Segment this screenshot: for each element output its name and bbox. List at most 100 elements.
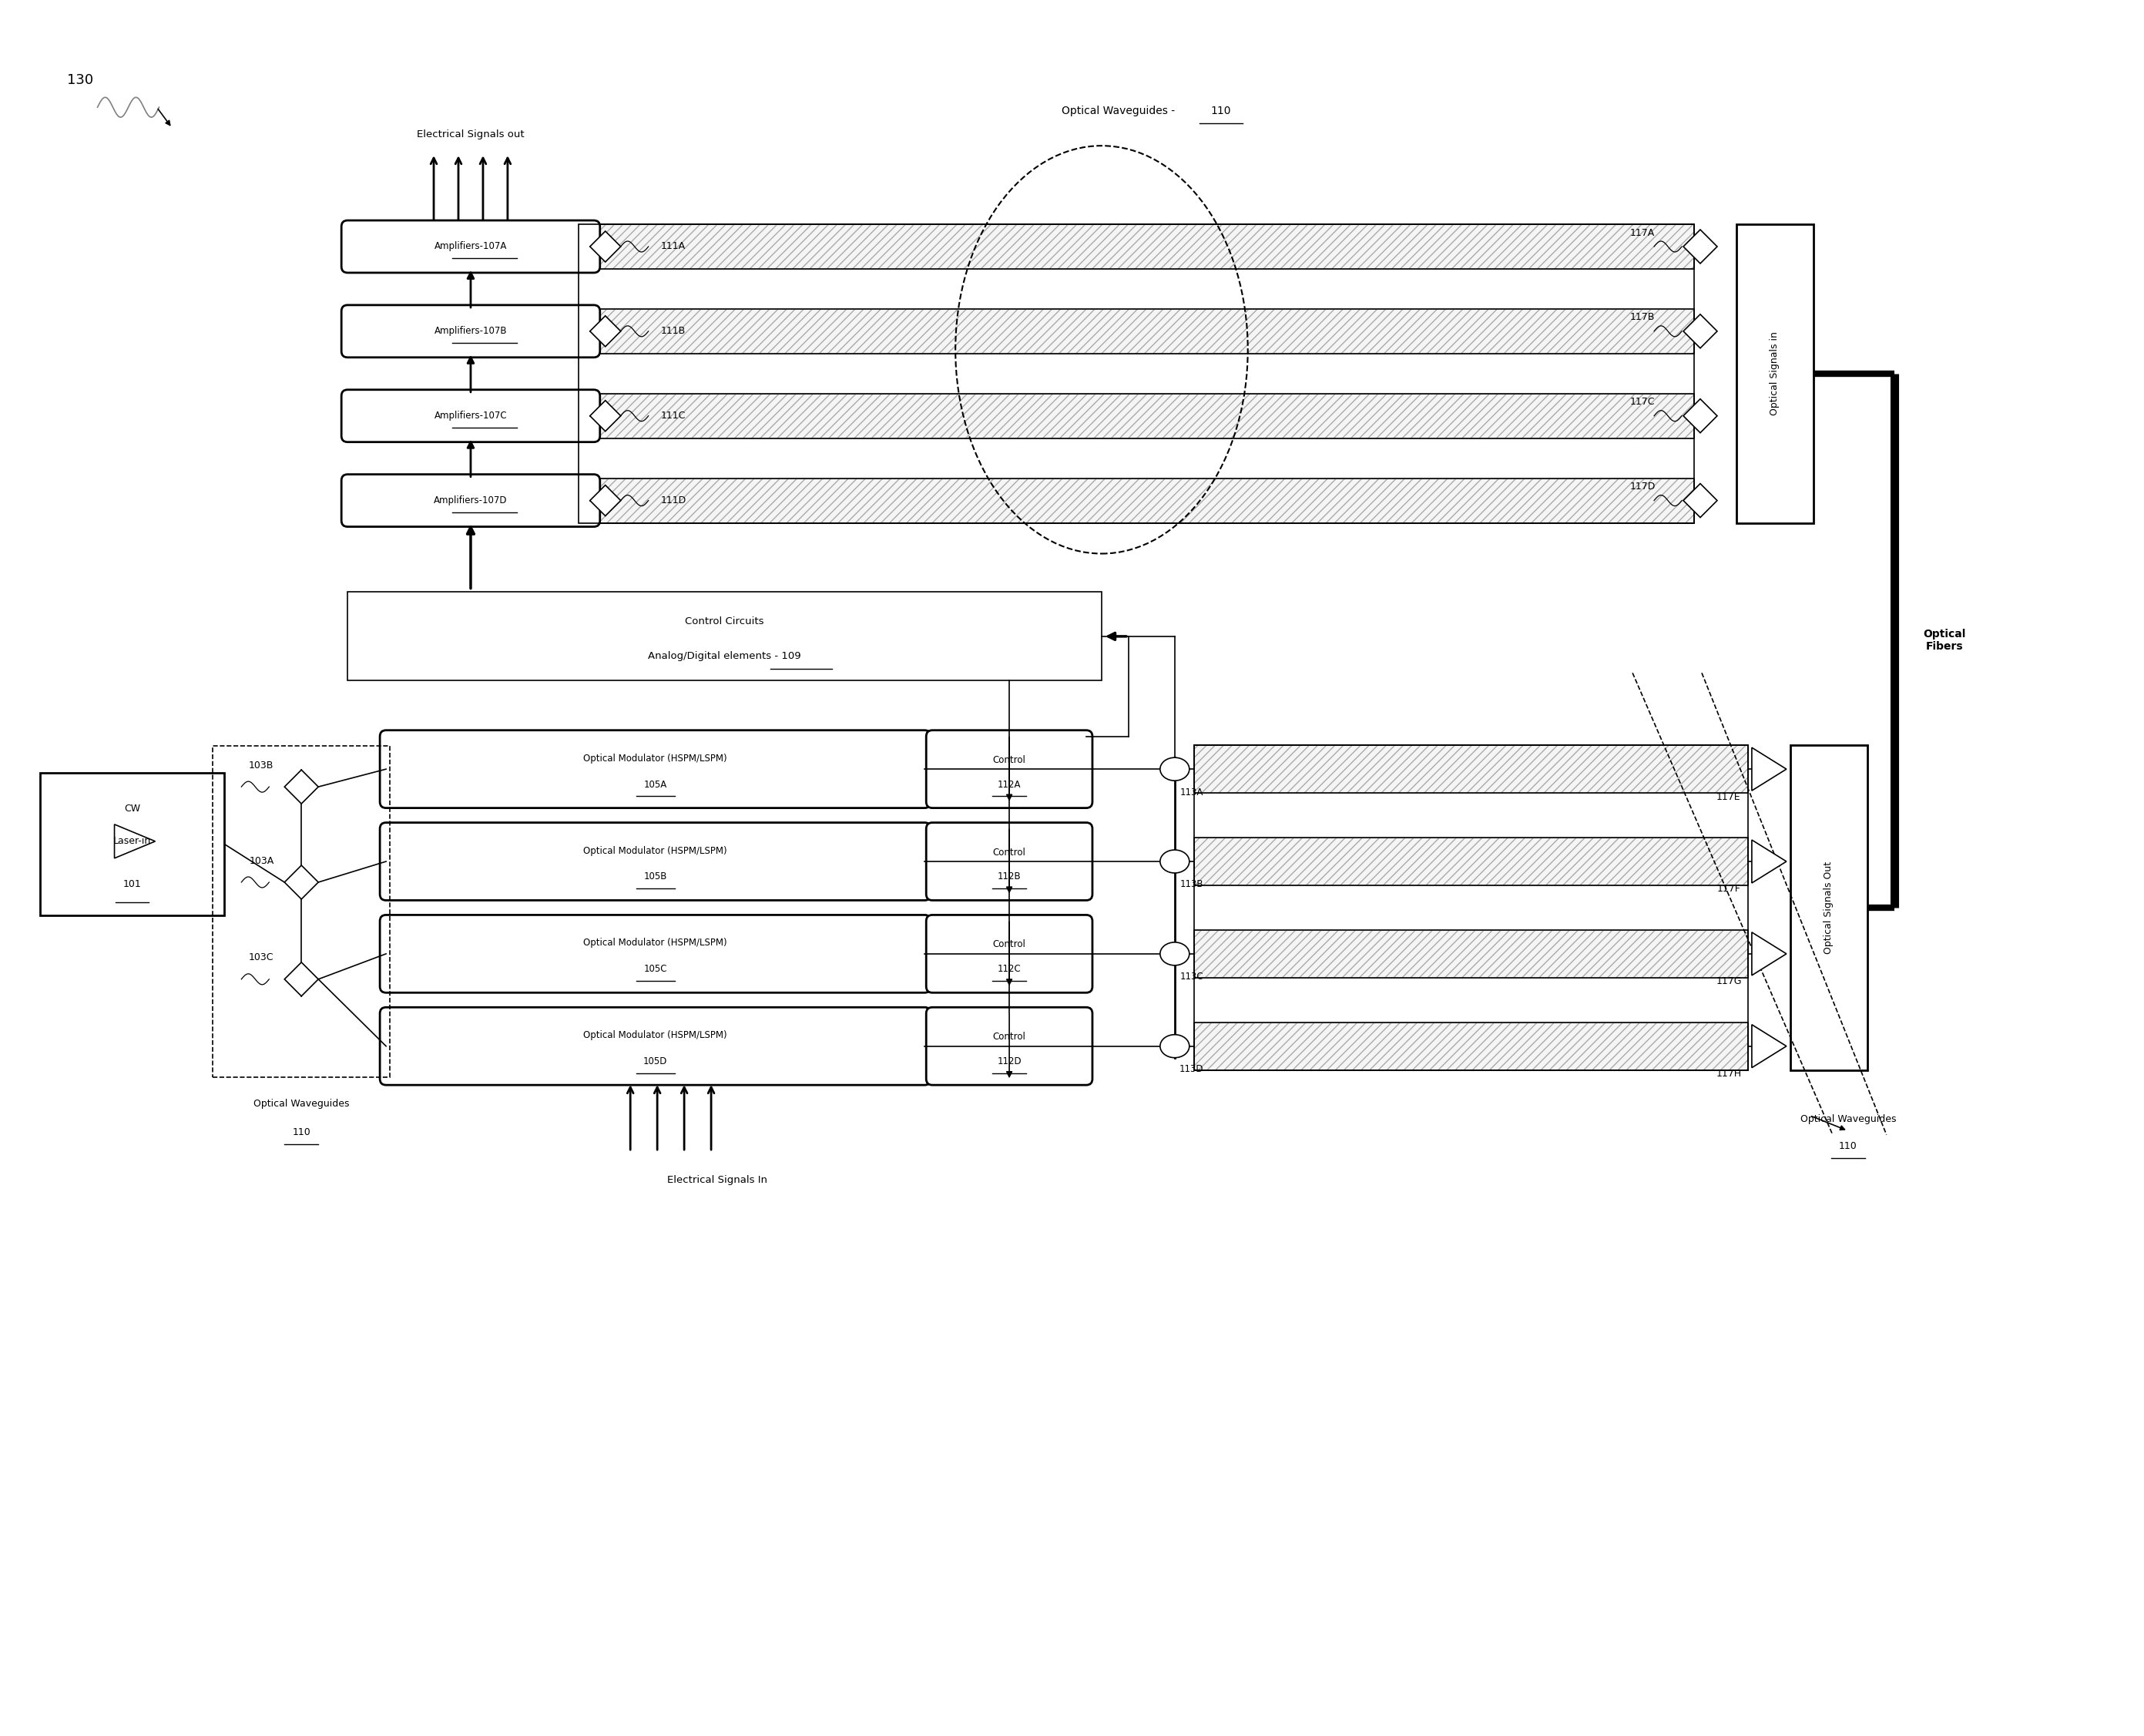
- FancyBboxPatch shape: [926, 1007, 1093, 1085]
- Text: 103C: 103C: [249, 953, 274, 963]
- Polygon shape: [285, 962, 317, 996]
- Bar: [579, 394, 1694, 437]
- Polygon shape: [590, 316, 622, 347]
- Text: Control: Control: [993, 939, 1025, 950]
- FancyBboxPatch shape: [926, 823, 1093, 901]
- FancyBboxPatch shape: [926, 731, 1093, 807]
- Polygon shape: [1683, 399, 1717, 432]
- FancyBboxPatch shape: [926, 915, 1093, 993]
- Text: 111B: 111B: [660, 326, 686, 337]
- Bar: [579, 394, 1694, 437]
- Bar: [1194, 930, 1747, 977]
- Text: Amplifiers-107C: Amplifiers-107C: [435, 411, 508, 420]
- Text: 110: 110: [292, 1127, 311, 1137]
- Bar: [1194, 930, 1747, 977]
- Text: Control Circuits: Control Circuits: [686, 616, 763, 627]
- Text: Optical
Fibers: Optical Fibers: [1923, 628, 1966, 653]
- Bar: [347, 592, 1102, 681]
- Text: 112A: 112A: [997, 779, 1021, 790]
- Polygon shape: [590, 231, 622, 262]
- Polygon shape: [590, 401, 622, 431]
- Text: 111D: 111D: [660, 495, 686, 505]
- Text: Control: Control: [993, 755, 1025, 766]
- Polygon shape: [1752, 840, 1786, 884]
- Bar: [1194, 745, 1747, 793]
- Text: 105B: 105B: [643, 871, 667, 882]
- Polygon shape: [1683, 314, 1717, 349]
- Bar: [1737, 224, 1814, 523]
- FancyBboxPatch shape: [341, 474, 600, 526]
- Text: 112C: 112C: [997, 963, 1021, 974]
- Text: 117F: 117F: [1717, 884, 1741, 894]
- Ellipse shape: [1160, 943, 1190, 965]
- Polygon shape: [285, 865, 317, 899]
- Text: 111C: 111C: [660, 411, 686, 420]
- Polygon shape: [285, 769, 317, 804]
- Text: 117D: 117D: [1629, 481, 1655, 491]
- Text: 105A: 105A: [643, 779, 667, 790]
- Text: 101: 101: [122, 878, 142, 889]
- Text: 117B: 117B: [1629, 312, 1655, 323]
- Text: 110: 110: [1211, 106, 1231, 116]
- Text: 117G: 117G: [1715, 977, 1741, 986]
- Polygon shape: [1683, 229, 1717, 264]
- Bar: [579, 477, 1694, 523]
- Bar: [1194, 745, 1747, 793]
- FancyBboxPatch shape: [379, 1007, 930, 1085]
- FancyBboxPatch shape: [341, 306, 600, 358]
- Text: Amplifiers-107D: Amplifiers-107D: [433, 495, 508, 505]
- Text: Optical Modulator (HSPM/LSPM): Optical Modulator (HSPM/LSPM): [583, 753, 727, 764]
- Text: 113A: 113A: [1179, 786, 1203, 797]
- Polygon shape: [1752, 748, 1786, 790]
- Text: Optical Waveguides: Optical Waveguides: [1801, 1115, 1895, 1125]
- Bar: [212, 746, 390, 1076]
- Text: 117E: 117E: [1717, 792, 1741, 802]
- Ellipse shape: [1160, 757, 1190, 781]
- Text: Optical Waveguides -: Optical Waveguides -: [1061, 106, 1179, 116]
- Bar: [579, 224, 1694, 269]
- Text: Amplifiers-107A: Amplifiers-107A: [435, 241, 506, 252]
- Text: Electrical Signals out: Electrical Signals out: [416, 128, 525, 139]
- Text: 117A: 117A: [1629, 227, 1655, 238]
- Text: 110: 110: [1840, 1141, 1857, 1151]
- Text: 113C: 113C: [1179, 972, 1203, 983]
- Text: Amplifiers-107B: Amplifiers-107B: [435, 326, 508, 337]
- Bar: [1194, 837, 1747, 885]
- Text: Optical Modulator (HSPM/LSPM): Optical Modulator (HSPM/LSPM): [583, 937, 727, 948]
- Bar: [1194, 745, 1747, 1069]
- Text: CW: CW: [124, 804, 139, 814]
- FancyBboxPatch shape: [379, 915, 930, 993]
- Text: 105D: 105D: [643, 1057, 667, 1066]
- Polygon shape: [1752, 1024, 1786, 1068]
- Text: Optical Waveguides: Optical Waveguides: [253, 1099, 349, 1109]
- Bar: [1194, 1023, 1747, 1069]
- Text: Analog/Digital elements - 109: Analog/Digital elements - 109: [647, 651, 802, 661]
- Text: Control: Control: [993, 847, 1025, 858]
- Bar: [579, 224, 1694, 523]
- Text: Optical Signals Out: Optical Signals Out: [1825, 861, 1833, 953]
- Bar: [579, 309, 1694, 354]
- Bar: [41, 773, 225, 915]
- Bar: [1790, 745, 1867, 1069]
- Text: 103B: 103B: [249, 760, 274, 771]
- Text: Optical Signals in: Optical Signals in: [1771, 332, 1780, 415]
- Text: Optical Modulator (HSPM/LSPM): Optical Modulator (HSPM/LSPM): [583, 1031, 727, 1040]
- Bar: [1194, 837, 1747, 885]
- Bar: [1194, 1023, 1747, 1069]
- Polygon shape: [1683, 484, 1717, 517]
- FancyBboxPatch shape: [379, 731, 930, 807]
- Bar: [579, 309, 1694, 354]
- Text: 117H: 117H: [1715, 1069, 1741, 1078]
- Polygon shape: [590, 484, 622, 516]
- Text: 112D: 112D: [997, 1057, 1021, 1066]
- Text: 111A: 111A: [660, 241, 686, 252]
- Text: 105C: 105C: [643, 963, 667, 974]
- Ellipse shape: [1160, 1035, 1190, 1057]
- Text: Control: Control: [993, 1031, 1025, 1042]
- FancyBboxPatch shape: [341, 389, 600, 443]
- Text: 113D: 113D: [1179, 1064, 1203, 1075]
- Text: 117C: 117C: [1629, 398, 1655, 406]
- Polygon shape: [1752, 932, 1786, 976]
- Text: Optical Modulator (HSPM/LSPM): Optical Modulator (HSPM/LSPM): [583, 845, 727, 856]
- Text: 112B: 112B: [997, 871, 1021, 882]
